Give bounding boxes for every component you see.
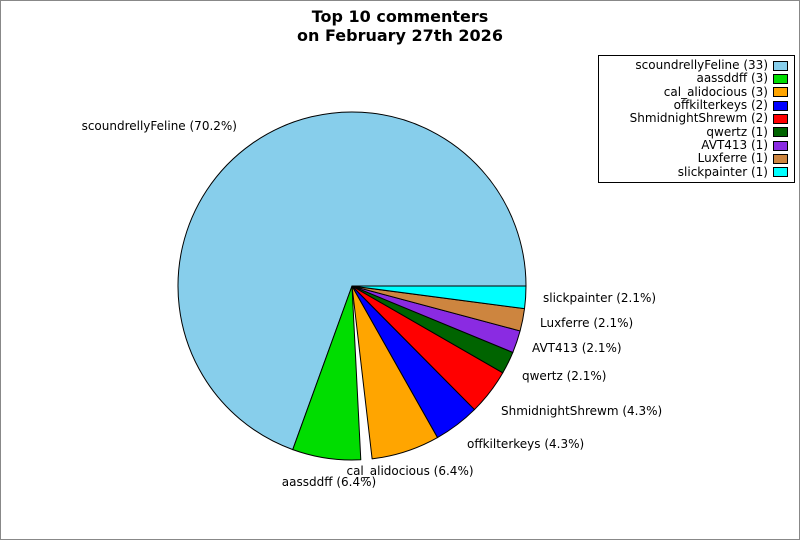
legend-swatch-scoundrellyFeline bbox=[773, 60, 788, 71]
slice-label-slickpainter: slickpainter (2.1%) bbox=[543, 291, 657, 305]
legend-swatch-cal_alidocious bbox=[773, 87, 788, 98]
slice-label-scoundrellyFeline: scoundrellyFeline (70.2%) bbox=[81, 119, 237, 133]
legend-row-Luxferre: Luxferre (1) bbox=[605, 152, 788, 165]
legend-label: slickpainter (1) bbox=[677, 164, 768, 179]
legend-label: cal_alidocious (3) bbox=[663, 84, 768, 99]
legend-label: scoundrellyFeline (33) bbox=[635, 58, 768, 73]
legend-swatch-qwertz bbox=[773, 127, 788, 138]
legend-row-offkilterkeys: offkilterkeys (2) bbox=[605, 99, 788, 112]
legend-row-ShmidnightShrewm: ShmidnightShrewm (2) bbox=[605, 112, 788, 125]
legend-swatch-ShmidnightShrewm bbox=[773, 113, 788, 124]
pie-slice-scoundrellyFeline bbox=[177, 111, 527, 451]
slice-label-ShmidnightShrewm: ShmidnightShrewm (4.3%) bbox=[501, 404, 663, 418]
legend-label: ShmidnightShrewm (2) bbox=[629, 111, 768, 126]
legend-row-AVT413: AVT413 (1) bbox=[605, 139, 788, 152]
chart-title-line1: Top 10 commenters bbox=[311, 7, 489, 26]
slice-label-aassddff: aassddff (6.4%) bbox=[281, 475, 377, 489]
slice-label-offkilterkeys: offkilterkeys (4.3%) bbox=[467, 437, 585, 451]
legend-row-cal_alidocious: cal_alidocious (3) bbox=[605, 84, 788, 99]
chart-title-line2: on February 27th 2026 bbox=[297, 26, 503, 45]
slice-label-qwertz: qwertz (2.1%) bbox=[522, 369, 607, 383]
legend-label: aassddff (3) bbox=[696, 71, 768, 86]
legend-label: qwertz (1) bbox=[706, 124, 768, 139]
pie-slice-slickpainter bbox=[351, 285, 527, 310]
chart-title: Top 10 commenters on February 27th 2026 bbox=[1, 7, 799, 45]
legend-swatch-Luxferre bbox=[773, 153, 788, 164]
legend-label: AVT413 (1) bbox=[701, 138, 768, 153]
legend-row-qwertz: qwertz (1) bbox=[605, 124, 788, 139]
legend-box: scoundrellyFeline (33) aassddff (3) cal_… bbox=[598, 55, 795, 183]
legend-row-slickpainter: slickpainter (1) bbox=[605, 164, 788, 179]
slice-label-AVT413: AVT413 (2.1%) bbox=[532, 341, 622, 355]
legend-swatch-AVT413 bbox=[773, 140, 788, 151]
legend-row-scoundrellyFeline: scoundrellyFeline (33) bbox=[605, 59, 788, 72]
legend-swatch-offkilterkeys bbox=[773, 100, 788, 111]
legend-row-aassddff: aassddff (3) bbox=[605, 72, 788, 85]
legend-label: offkilterkeys (2) bbox=[673, 98, 768, 113]
legend-swatch-aassddff bbox=[773, 73, 788, 84]
slice-label-Luxferre: Luxferre (2.1%) bbox=[540, 316, 634, 330]
slice-label-cal_alidocious: cal_alidocious (6.4%) bbox=[346, 464, 474, 478]
legend-label: Luxferre (1) bbox=[697, 151, 768, 166]
pie-slice-aassddff bbox=[292, 285, 362, 461]
legend-swatch-slickpainter bbox=[773, 167, 788, 178]
